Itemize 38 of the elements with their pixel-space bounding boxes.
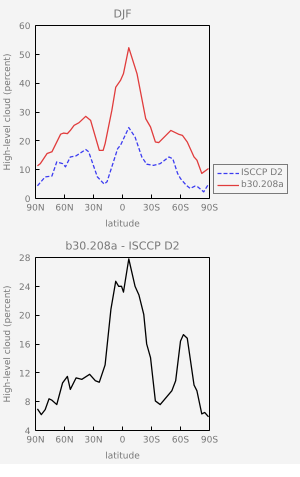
x-tick-label: 60N [55,204,74,214]
y-tick-label: 8 [24,398,31,408]
x-tick-label: 0 [120,436,126,446]
x-tick-label: 30N [84,436,103,446]
x-tick-label: 0 [120,204,126,214]
y-tick-label: 50 [19,50,31,61]
y-axis-title: High-level cloud (percent) [3,54,14,170]
y-tick-label: 24 [19,282,31,293]
x-tick-label: 60S [172,436,190,446]
y-tick-label: 60 [19,22,31,32]
x-tick-label: 90S [200,204,218,214]
y-tick-label: 40 [19,80,31,90]
x-tick-label: 30S [142,204,160,214]
y-tick-label: 4 [24,427,31,437]
y-tick-label: 20 [19,312,31,322]
y-tick-label: 20 [19,137,31,148]
y-axis-title: High-level cloud (percent) [3,286,14,402]
x-axis-title: latitude [105,452,140,462]
x-tick-label: 30S [142,436,160,446]
y-tick-label: 12 [19,369,30,380]
y-tick-label: 16 [19,340,31,350]
x-tick-label: 30N [84,204,103,214]
x-tick-label: 90N [26,204,45,214]
x-tick-label: 90S [200,436,218,446]
line-series [36,126,210,193]
chart-title: b30.208a - ISCCP D2 [65,240,180,252]
y-tick-label: 28 [19,254,31,264]
legend-label: b30.208a [241,180,284,190]
x-axis-title: latitude [105,220,140,230]
x-tick-label: 60N [55,436,74,446]
chart-title: DJF [113,8,132,20]
y-tick-label: 0 [24,195,31,205]
line-series [36,47,210,174]
y-tick-label: 30 [19,108,31,118]
x-tick-label: 90N [26,436,45,446]
y-tick-label: 10 [19,166,31,176]
legend-label: ISCCP D2 [241,168,283,178]
x-tick-label: 60S [172,204,190,214]
